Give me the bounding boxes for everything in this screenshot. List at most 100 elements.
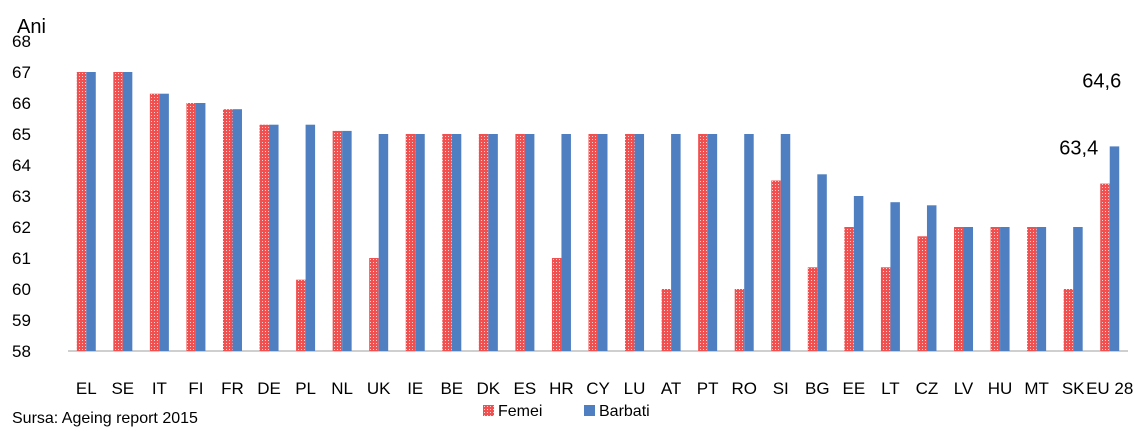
x-tick-label: RO xyxy=(731,379,757,398)
y-tick-label: 59 xyxy=(12,311,31,330)
bar-femei-de xyxy=(259,124,270,351)
y-tick-label: 60 xyxy=(12,280,31,299)
data-label: 64,6 xyxy=(1082,70,1121,92)
data-label: 63,4 xyxy=(1059,138,1098,160)
x-tick-label: BG xyxy=(805,379,830,398)
bar-barbati-mt xyxy=(1036,227,1047,351)
legend-swatch-femei xyxy=(483,405,494,416)
x-tick-label: LV xyxy=(954,379,974,398)
x-tick-label: ES xyxy=(514,379,537,398)
bar-femei-be xyxy=(442,134,452,351)
bar-barbati-at xyxy=(671,134,681,351)
bar-femei-mt xyxy=(1027,227,1037,351)
source-note: Sursa: Ageing report 2015 xyxy=(12,410,198,427)
bar-femei-pl xyxy=(296,279,306,351)
legend: Femei Barbati xyxy=(483,403,650,420)
y-tick-label: 66 xyxy=(12,94,31,113)
x-tick-label: IE xyxy=(407,379,423,398)
x-tick-label: HU xyxy=(988,379,1013,398)
bar-barbati-ie xyxy=(415,134,425,351)
bar-barbati-pt xyxy=(707,134,718,351)
x-tick-label: DK xyxy=(477,379,501,398)
bar-femei-ie xyxy=(405,134,416,351)
bar-femei-si xyxy=(771,180,781,351)
legend-label-barbati: Barbati xyxy=(599,403,650,420)
x-tick-label: AT xyxy=(661,379,681,398)
bar-barbati-sk xyxy=(1073,227,1083,351)
x-tick-label: SK xyxy=(1062,379,1085,398)
bar-barbati-si xyxy=(780,134,791,351)
x-tick-label: LT xyxy=(881,379,900,398)
x-tick-label: MT xyxy=(1024,379,1049,398)
bar-femei-ro xyxy=(734,289,745,351)
bar-barbati-fi xyxy=(195,103,206,351)
bar-femei-fi xyxy=(186,103,196,351)
bar-femei-fr xyxy=(222,109,233,351)
x-tick-label: FR xyxy=(221,379,244,398)
bar-barbati-dk xyxy=(488,134,498,351)
bar-barbati-lv xyxy=(963,227,974,351)
x-tick-label: DE xyxy=(257,379,281,398)
bar-barbati-lu xyxy=(634,134,645,351)
x-tick-label: PL xyxy=(295,379,316,398)
bar-barbati-cz xyxy=(926,205,937,351)
x-tick-label: EE xyxy=(843,379,866,398)
x-tick-label: EL xyxy=(76,379,97,398)
y-axis-title: Ani xyxy=(17,16,46,38)
x-tick-label: NL xyxy=(331,379,353,398)
bar-femei-cz xyxy=(917,236,927,351)
bar-barbati-it xyxy=(159,93,169,351)
bar-femei-eu-28 xyxy=(1100,183,1110,351)
bar-femei-lv xyxy=(954,227,964,351)
bar-femei-hr xyxy=(551,258,562,351)
y-tick-label: 68 xyxy=(12,32,31,51)
x-tick-label: PT xyxy=(697,379,719,398)
bar-barbati-nl xyxy=(342,130,352,351)
y-tick-label: 64 xyxy=(12,156,31,175)
bar-femei-dk xyxy=(478,134,489,351)
x-tick-label: SE xyxy=(111,379,134,398)
bar-femei-el xyxy=(76,72,87,351)
x-tick-label: FI xyxy=(188,379,203,398)
bar-femei-nl xyxy=(332,130,343,351)
bar-femei-pt xyxy=(698,134,708,351)
bar-femei-at xyxy=(661,289,672,351)
x-tick-label: IT xyxy=(152,379,167,398)
bar-femei-bg xyxy=(807,267,818,351)
bar-barbati-de xyxy=(269,124,279,351)
bar-femei-lt xyxy=(880,267,891,351)
x-tick-label: LU xyxy=(624,379,646,398)
bar-femei-it xyxy=(149,93,160,351)
y-tick-label: 65 xyxy=(12,125,31,144)
x-tick-label: HR xyxy=(549,379,574,398)
bar-barbati-lt xyxy=(890,202,900,351)
x-tick-label: EU 28 xyxy=(1086,379,1133,398)
bar-barbati-hu xyxy=(1000,227,1010,351)
bar-femei-lu xyxy=(625,134,635,351)
bar-barbati-be xyxy=(451,134,462,351)
x-tick-label: CZ xyxy=(916,379,939,398)
bar-barbati-eu-28 xyxy=(1109,146,1120,351)
y-tick-label: 67 xyxy=(12,63,31,82)
bar-femei-ee xyxy=(844,227,854,351)
bar-barbati-pl xyxy=(305,124,316,351)
bar-barbati-ee xyxy=(853,196,864,351)
bar-barbati-se xyxy=(122,72,133,351)
bar-femei-uk xyxy=(369,258,379,351)
bar-barbati-el xyxy=(86,72,96,351)
y-tick-label: 58 xyxy=(12,342,31,361)
bar-femei-cy xyxy=(588,134,598,351)
bar-femei-es xyxy=(515,134,525,351)
bar-barbati-ro xyxy=(744,134,754,351)
legend-label-femei: Femei xyxy=(498,403,542,420)
bar-barbati-fr xyxy=(232,109,242,351)
legend-swatch-barbati xyxy=(584,405,595,416)
bar-barbati-cy xyxy=(598,134,608,351)
bar-barbati-es xyxy=(524,134,535,351)
x-tick-label: UK xyxy=(367,379,391,398)
y-tick-label: 62 xyxy=(12,218,31,237)
bar-femei-hu xyxy=(990,227,1001,351)
bar-barbati-uk xyxy=(378,134,389,351)
x-tick-label: CY xyxy=(586,379,610,398)
bar-barbati-bg xyxy=(817,174,827,351)
